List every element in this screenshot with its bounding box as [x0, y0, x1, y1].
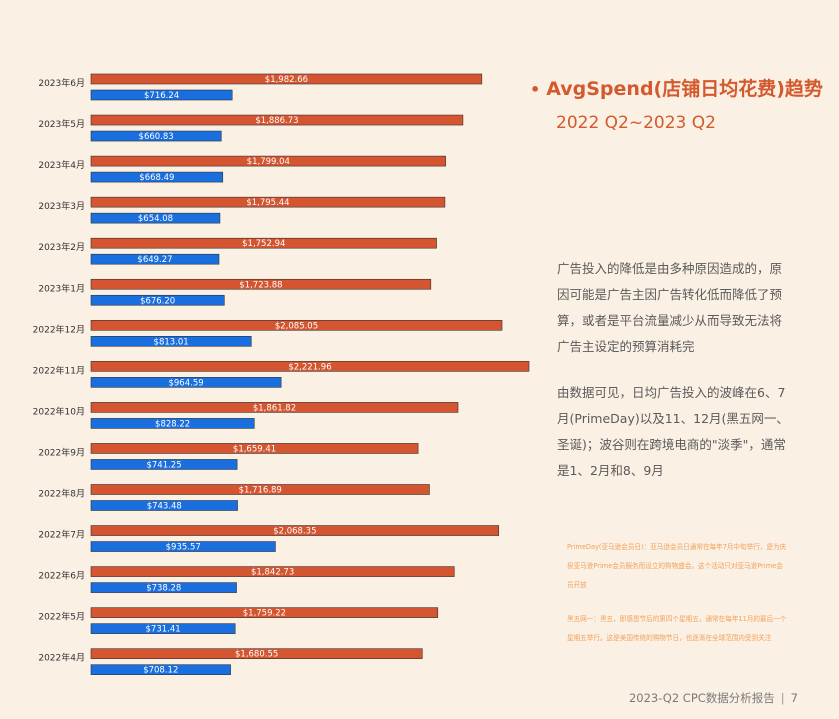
- bar-value-label: $716.24: [144, 91, 179, 101]
- category-label: 2022年8月: [38, 488, 85, 500]
- bar-value-label: $743.48: [147, 502, 182, 512]
- category-label: 2023年4月: [38, 159, 85, 171]
- bar-value-label: $1,659.41: [233, 444, 276, 454]
- bar-value-label: $1,886.73: [255, 116, 298, 126]
- description-paragraph-2: 由数据可见，日均广告投入的波峰在6、7月(PrimeDay)以及11、12月(黑…: [557, 385, 789, 478]
- footnote-primeday: PrimeDay(亚马逊会员日)：亚马逊会员日通常在每年7月中旬举行，是为庆祝亚…: [567, 543, 787, 589]
- bar-orange: [90, 237, 437, 249]
- bar-value-label: $738.28: [146, 584, 181, 594]
- bar-value-label: $1,795.44: [246, 198, 289, 208]
- bar-value-label: $2,221.96: [288, 362, 331, 372]
- bar-orange: [90, 278, 432, 290]
- category-label: 2022年11月: [33, 364, 85, 376]
- bar-blue: [90, 418, 255, 429]
- bar-chart: 2023年6月 $1,982.66 $716.24 2023年5月 $1,886.73 $…: [33, 73, 530, 676]
- bar-value-label: $1,759.22: [243, 609, 286, 619]
- chart-title: • AvgSpend(店铺日均花费)趋势: [530, 74, 830, 105]
- bar-orange: [90, 484, 430, 495]
- bar-blue: [90, 130, 222, 142]
- bar-blue: [90, 89, 233, 101]
- category-label: 2023年6月: [38, 77, 85, 89]
- footnote-black-friday: 黑五网一：黑五，即感恩节后的第四个星期五，通常在每年11月的最后一个星期五举行。…: [567, 615, 787, 642]
- bar-blue: [90, 253, 220, 265]
- category-label: 2023年1月: [38, 282, 85, 294]
- bar-value-label: $813.01: [154, 337, 189, 347]
- bar-orange: [90, 525, 500, 536]
- bar-blue: [90, 335, 252, 347]
- category-label: 2023年5月: [38, 118, 85, 130]
- chart-subtitle: 2022 Q2~2023 Q2: [556, 113, 716, 133]
- bar-value-label: $649.27: [137, 255, 172, 265]
- category-label: 2022年9月: [38, 446, 85, 458]
- bar-blue: [90, 459, 238, 470]
- bar-orange: [90, 319, 503, 331]
- category-label: 2022年7月: [38, 529, 85, 541]
- bar-blue: [90, 541, 276, 552]
- bar-value-label: $2,068.35: [273, 527, 316, 537]
- bar-orange: [90, 607, 439, 618]
- bar-orange: [90, 648, 423, 660]
- bar-blue: [90, 377, 282, 388]
- bar-value-label: $741.25: [146, 460, 181, 470]
- bar-value-label: $1,861.82: [253, 403, 296, 413]
- category-label: 2023年3月: [38, 200, 85, 212]
- bar-value-label: $828.22: [155, 419, 190, 429]
- bar-blue: [90, 582, 237, 593]
- bar-value-label: $964.59: [168, 378, 203, 388]
- bar-value-label: $1,982.66: [265, 75, 308, 85]
- bar-orange: [90, 402, 459, 413]
- bar-value-label: $708.12: [143, 666, 178, 676]
- bar-value-label: $660.83: [139, 132, 174, 142]
- description-paragraph-1: 广告投入的降低是由多种原因造成的，原因可能是广告主因广告转化低而降低了预算，或者…: [557, 261, 783, 354]
- bar-value-label: $1,680.55: [235, 650, 278, 660]
- page-number: 7: [790, 691, 798, 705]
- bar-value-label: $731.41: [146, 625, 181, 635]
- bar-blue: [90, 212, 221, 224]
- bar-value-label: $2,085.05: [275, 321, 318, 331]
- category-label: 2022年12月: [33, 323, 85, 335]
- bar-value-label: $1,716.89: [239, 486, 282, 496]
- bar-value-label: $1,723.88: [239, 280, 282, 290]
- bar-orange: [90, 443, 419, 454]
- bar-orange: [90, 73, 483, 85]
- bar-value-label: $676.20: [140, 296, 175, 306]
- bar-blue: [90, 294, 225, 306]
- category-label: 2022年4月: [38, 652, 85, 664]
- bar-value-label: $654.08: [138, 214, 173, 224]
- bar-value-label: $1,752.94: [242, 239, 285, 249]
- bar-blue: [90, 171, 224, 183]
- title-bullet: •: [530, 80, 541, 99]
- category-label: 2022年5月: [38, 611, 85, 623]
- bar-value-label: $1,842.73: [251, 568, 294, 578]
- bar-orange: [90, 155, 446, 167]
- category-label: 2022年10月: [33, 405, 85, 417]
- page-footer: 2023-Q2 CPC数据分析报告 | 7: [629, 690, 798, 706]
- chart-title-text: AvgSpend(店铺日均花费)趋势: [546, 78, 823, 100]
- bar-blue: [90, 664, 231, 676]
- category-label: 2023年2月: [38, 241, 85, 253]
- bar-orange: [90, 361, 530, 372]
- footer-report-title: 2023-Q2 CPC数据分析报告: [628, 691, 775, 705]
- title-block: • AvgSpend(店铺日均花费)趋势 2022 Q2~2023 Q2: [530, 74, 830, 137]
- footer-separator: |: [780, 691, 785, 705]
- bar-orange: [90, 566, 455, 577]
- bar-orange: [90, 196, 446, 208]
- bar-blue: [90, 500, 238, 511]
- category-label: 2022年6月: [38, 570, 85, 582]
- bar-orange: [90, 114, 464, 126]
- bar-value-label: $1,799.04: [247, 157, 290, 167]
- bar-value-label: $668.49: [139, 173, 174, 183]
- bar-blue: [90, 623, 236, 634]
- bar-value-label: $935.57: [166, 543, 201, 553]
